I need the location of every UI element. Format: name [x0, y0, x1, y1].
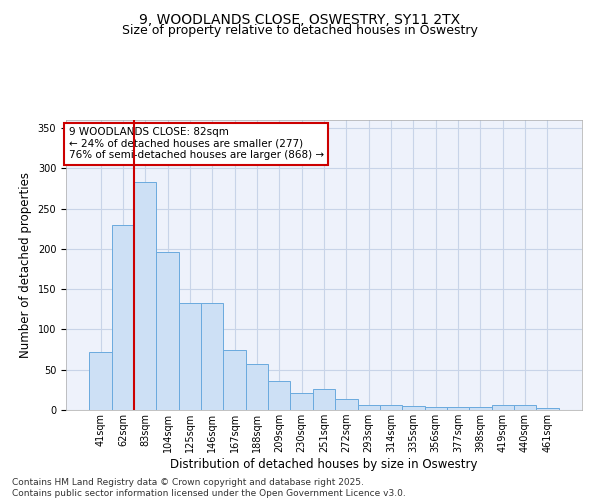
Bar [514, 405, 536, 410]
Bar [223, 350, 246, 410]
Bar [89, 352, 112, 410]
Bar [201, 303, 223, 410]
Text: Contains HM Land Registry data © Crown copyright and database right 2025.
Contai: Contains HM Land Registry data © Crown c… [12, 478, 406, 498]
Bar [447, 407, 469, 410]
Bar [425, 407, 447, 410]
Text: 9, WOODLANDS CLOSE, OSWESTRY, SY11 2TX: 9, WOODLANDS CLOSE, OSWESTRY, SY11 2TX [139, 12, 461, 26]
Bar [358, 405, 380, 410]
Text: 9 WOODLANDS CLOSE: 82sqm
← 24% of detached houses are smaller (277)
76% of semi-: 9 WOODLANDS CLOSE: 82sqm ← 24% of detach… [68, 127, 324, 160]
Bar [157, 252, 179, 410]
Y-axis label: Number of detached properties: Number of detached properties [19, 172, 32, 358]
Bar [380, 405, 402, 410]
Bar [112, 224, 134, 410]
Bar [491, 405, 514, 410]
Bar [469, 407, 491, 410]
Bar [335, 398, 358, 410]
Bar [246, 364, 268, 410]
Bar [290, 393, 313, 410]
Bar [268, 381, 290, 410]
Text: Size of property relative to detached houses in Oswestry: Size of property relative to detached ho… [122, 24, 478, 37]
Bar [402, 406, 425, 410]
Bar [134, 182, 157, 410]
Bar [536, 408, 559, 410]
Bar [313, 389, 335, 410]
X-axis label: Distribution of detached houses by size in Oswestry: Distribution of detached houses by size … [170, 458, 478, 471]
Bar [179, 303, 201, 410]
